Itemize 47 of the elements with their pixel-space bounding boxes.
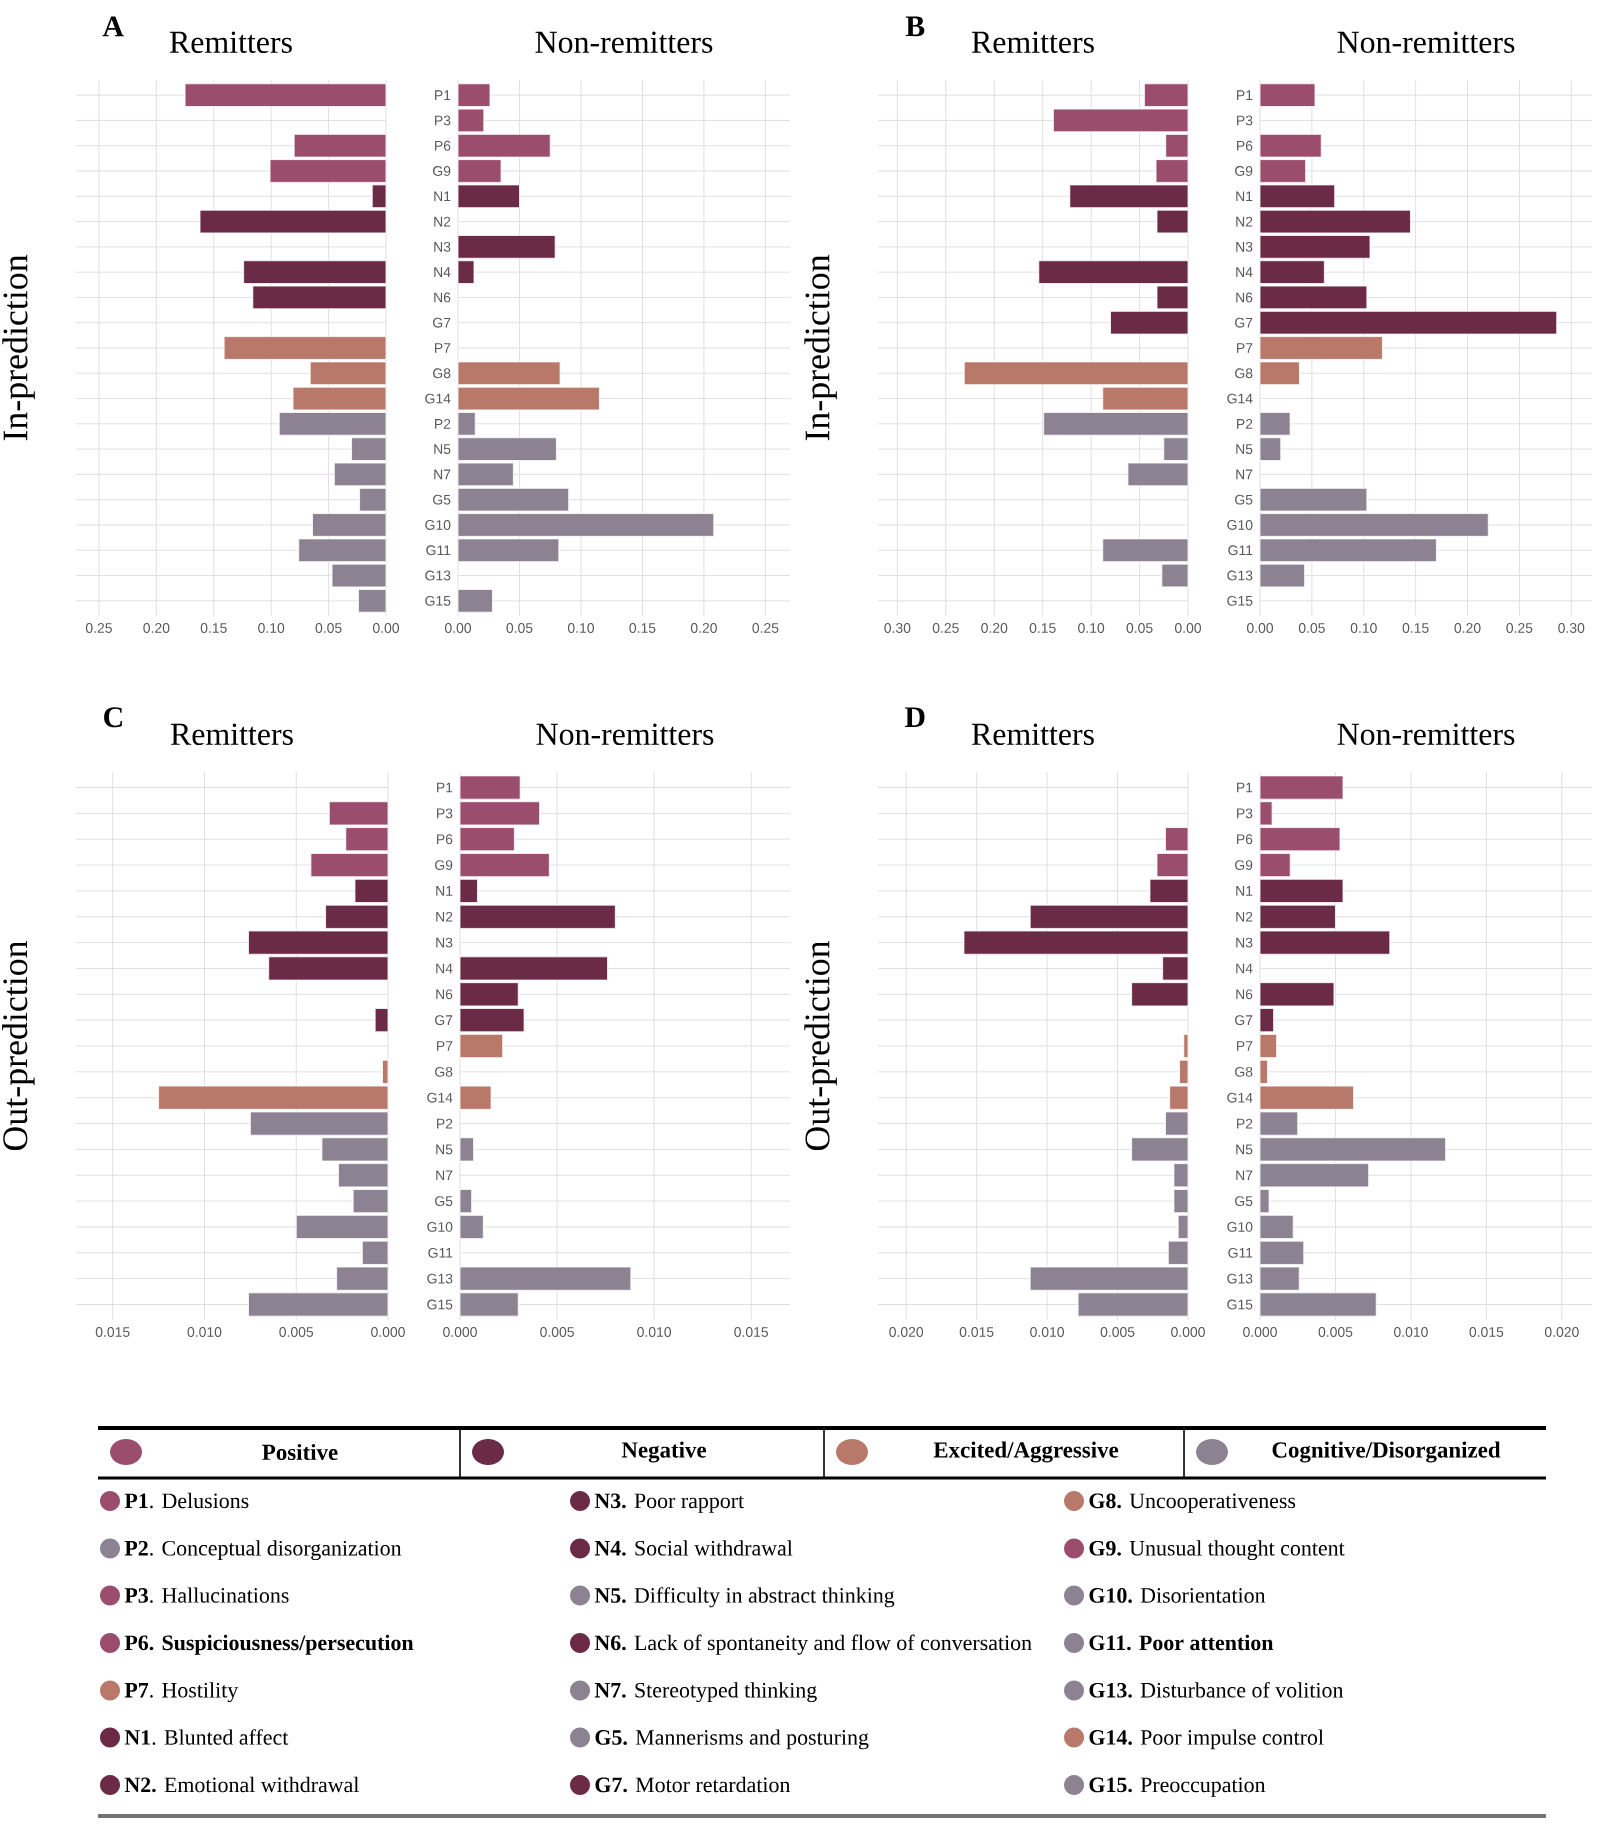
chart-title: Non-remitters — [536, 723, 714, 746]
text: N4. Social withdrawal — [594, 1540, 793, 1556]
chart-title: Non-remitters — [1337, 723, 1515, 746]
chart-title: Non-remitters — [1337, 31, 1515, 53]
text: G10. Disorientation — [1089, 1588, 1266, 1603]
category-label: Cognitive/Disorganized — [1272, 1441, 1501, 1463]
text: G13. Disturbance of volition — [1089, 1681, 1344, 1698]
y-axis-title: Out-prediction — [804, 940, 837, 1151]
text: N3. Poor rapport — [594, 1493, 745, 1513]
text: G8. Uncooperativeness — [1089, 1493, 1296, 1513]
text: G11. Poor attention — [1089, 1634, 1274, 1651]
text: P6. Suspiciousness/persecution — [124, 1634, 414, 1655]
text: N6. Lack of spontaneity and flow of conversation — [594, 1634, 1032, 1655]
text: G5. Mannerisms and posturing — [595, 1729, 869, 1750]
y-axis-title: In-prediction — [2, 254, 35, 441]
text: N7. Stereotyped thinking — [594, 1682, 817, 1703]
category-label: Positive — [262, 1443, 338, 1461]
text: N2. Emotional withdrawal — [124, 1776, 359, 1793]
category-label: Excited/Aggressive — [933, 1441, 1119, 1463]
text: G7. Motor retardation — [595, 1776, 791, 1793]
bar — [457, 589, 493, 613]
text: N5. Difficulty in abstract thinking — [594, 1587, 895, 1608]
bar — [184, 83, 387, 107]
text: N1. Blunted affect — [124, 1729, 289, 1745]
bar — [459, 1085, 492, 1110]
text: C — [104, 707, 122, 728]
category-label: Negative — [621, 1441, 707, 1463]
y-axis-title: In-prediction — [804, 254, 837, 441]
text: P3. Hallucinations — [124, 1587, 289, 1603]
text: A — [102, 16, 124, 37]
y-axis-title: Out-prediction — [2, 940, 35, 1151]
text: G9. Unusual thought content — [1089, 1540, 1345, 1561]
text: P7. Hostility — [124, 1682, 239, 1703]
text: G14. Poor impulse control — [1089, 1729, 1324, 1750]
bar — [459, 1137, 474, 1162]
chart-title: Remitters — [169, 31, 292, 53]
chart-title: Non-remitters — [535, 31, 713, 53]
text: G15. Preoccupation — [1089, 1777, 1266, 1797]
text: D — [904, 707, 925, 728]
chart-title: Remitters — [170, 723, 293, 746]
text: P1. Delusions — [124, 1492, 249, 1509]
bar — [1259, 83, 1316, 107]
text: P2. Conceptual disorganization — [124, 1540, 402, 1561]
chart-title: Remitters — [971, 31, 1094, 53]
bar — [374, 1008, 389, 1033]
chart-title: Remitters — [971, 723, 1094, 746]
text: B — [905, 16, 925, 37]
